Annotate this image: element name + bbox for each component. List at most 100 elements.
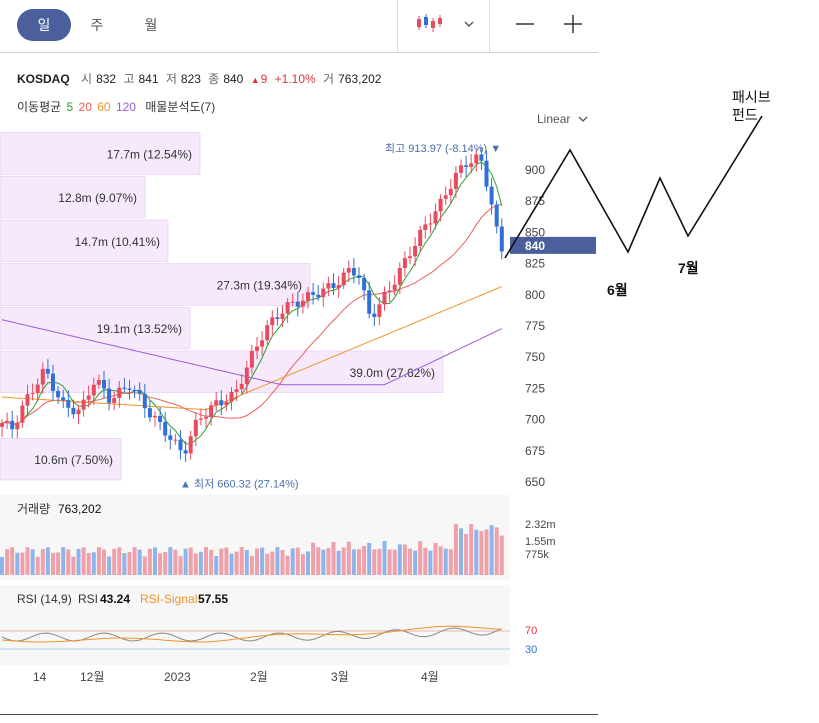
volume-panel[interactable]: 거래량 763,202 2.32m 1.55m 775k xyxy=(0,495,598,580)
volume-bar xyxy=(367,542,372,575)
candle xyxy=(397,268,402,285)
volume-bar xyxy=(311,542,316,575)
volume-bar xyxy=(158,553,163,575)
y-tick: 850 xyxy=(525,225,545,239)
candle xyxy=(117,387,122,398)
volume-bar xyxy=(224,547,229,575)
volume-bar xyxy=(275,547,280,575)
zoom-in-button[interactable] xyxy=(563,14,583,39)
volume-bar xyxy=(219,548,224,575)
volume-bar xyxy=(137,549,142,575)
volume-bar xyxy=(377,548,382,575)
volume-bar xyxy=(147,548,152,575)
volume-bar xyxy=(459,528,463,575)
candle xyxy=(81,399,86,410)
volume-bar xyxy=(249,555,254,575)
rsi-level-label: 30 xyxy=(525,644,537,656)
volume-bar xyxy=(341,547,346,575)
zoom-out-button[interactable] xyxy=(515,14,535,39)
current-price-label: 840 xyxy=(525,239,545,253)
candle xyxy=(418,229,423,246)
volume-label: 거 xyxy=(323,72,335,86)
candle xyxy=(408,256,412,259)
change-pct: +1.10% xyxy=(274,72,316,86)
y-tick: 800 xyxy=(525,288,545,302)
volume-bar xyxy=(45,547,50,575)
period-toolbar: 일 주 월 xyxy=(0,0,598,53)
volume-bar xyxy=(188,547,193,575)
candle xyxy=(367,290,372,314)
volume-bar xyxy=(244,549,249,575)
candle xyxy=(336,285,341,289)
candle xyxy=(260,340,265,347)
toolbar-divider xyxy=(489,0,490,52)
volume-bar xyxy=(499,535,504,575)
candle xyxy=(15,422,20,430)
tab-monthly[interactable]: 월 xyxy=(144,17,158,33)
volume-bar xyxy=(142,556,147,575)
volume-bar xyxy=(255,548,259,575)
volume-bar xyxy=(0,557,4,575)
ma-5: 5 xyxy=(66,100,74,114)
volume-bar xyxy=(413,550,418,575)
candle xyxy=(270,317,275,326)
scale-select[interactable]: Linear xyxy=(537,112,588,126)
rsi-panel[interactable]: RSI (14,9) RSI 43.24 RSI-Signal 57.55 70… xyxy=(0,585,598,667)
candlestick-icon[interactable] xyxy=(415,12,443,39)
x-axis: 14 12월 2023 2월 3월 4월 xyxy=(33,670,439,684)
ma-60: 60 xyxy=(97,100,111,114)
candle xyxy=(142,393,147,409)
volume-profile-toggle[interactable]: 매물분석도(7) xyxy=(145,100,216,114)
chevron-down-icon[interactable] xyxy=(463,16,475,34)
volume-bar xyxy=(295,547,300,575)
volume-bar xyxy=(494,527,499,575)
volume-bar xyxy=(193,553,198,575)
volume-bar xyxy=(453,523,458,575)
volume-bar xyxy=(433,542,438,575)
volume-bar xyxy=(234,551,239,575)
volume-bar xyxy=(484,529,489,575)
tab-weekly[interactable]: 주 xyxy=(90,17,104,33)
x-tick: 14 xyxy=(33,670,47,684)
volume-bar xyxy=(178,556,183,575)
volume-bar xyxy=(204,547,208,575)
candle xyxy=(183,450,188,454)
low-annotation: ▲ 최저 660.32 (27.14%) xyxy=(180,478,299,491)
volume-bar xyxy=(290,548,295,575)
open-value: 832 xyxy=(96,72,117,86)
volume-bar xyxy=(91,552,96,575)
candle xyxy=(96,380,101,385)
candle xyxy=(127,388,132,391)
volume-profile-label: 12.8m (9.07%) xyxy=(58,191,137,205)
volume-bar xyxy=(474,529,479,575)
candle xyxy=(474,154,479,164)
candle xyxy=(198,418,203,420)
volume-bar xyxy=(326,548,331,575)
candle xyxy=(0,423,4,427)
volume-bar xyxy=(346,541,351,575)
candle xyxy=(234,389,239,392)
candle xyxy=(40,368,45,385)
rsi-label: RSI xyxy=(78,592,98,606)
candle xyxy=(464,165,469,167)
candle xyxy=(357,275,361,278)
price-chart[interactable]: 17.7m (12.54%) 12.8m (9.07%) 14.7m (10.41%… xyxy=(0,130,598,650)
y-tick: 700 xyxy=(525,413,545,427)
candle xyxy=(30,393,35,395)
candle xyxy=(61,397,66,401)
quote-summary: KOSDAQ 시 832 고 841 저 823 종 840 ▲9 +1.10% 거 76… xyxy=(17,70,385,87)
y-tick: 775 xyxy=(525,319,545,333)
candle xyxy=(316,294,321,298)
volume-profile-bar xyxy=(0,219,169,262)
candle xyxy=(66,400,71,408)
candle xyxy=(479,154,484,161)
candle xyxy=(112,397,117,403)
rsi-level-label: 70 xyxy=(525,625,537,637)
scale-value: Linear xyxy=(537,112,571,126)
y-tick: 825 xyxy=(525,257,545,271)
tab-daily[interactable]: 일 xyxy=(17,9,71,41)
high-value: 841 xyxy=(138,72,159,86)
ma-legend[interactable]: 이동평균 5 20 60 120 매물분석도(7) xyxy=(17,98,215,115)
volume-bar xyxy=(102,549,106,575)
rsi-signal-label: RSI-Signal xyxy=(140,592,197,606)
